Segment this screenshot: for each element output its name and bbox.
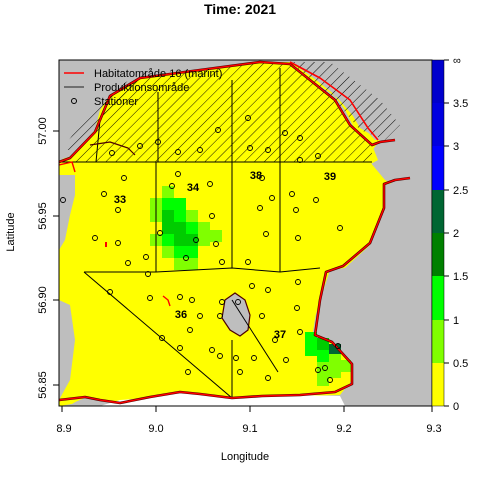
colorbar-tick-3: 1.5 bbox=[453, 271, 468, 283]
colorbar-tick-7: 3.5 bbox=[453, 98, 468, 110]
production-area-northeast-hatch bbox=[290, 62, 400, 140]
habitat-boundary bbox=[59, 60, 411, 405]
colorbar-tick-2: 1 bbox=[453, 315, 459, 327]
y-axis: 56.85 56.90 56.95 57.00 Latitude bbox=[5, 117, 59, 399]
legend-symbol-stations bbox=[71, 98, 77, 104]
colorbar-tick-4: 2 bbox=[453, 228, 459, 240]
colorbar-tick-5: 2.5 bbox=[453, 185, 468, 197]
x-axis-label: Longitude bbox=[221, 451, 269, 463]
zone-label-39: 39 bbox=[324, 171, 336, 183]
zone-label-37: 37 bbox=[274, 329, 286, 341]
x-tick-4: 9.3 bbox=[426, 423, 441, 435]
x-tick-1: 9.0 bbox=[148, 423, 163, 435]
production-area-northwest-hatch bbox=[62, 70, 150, 150]
colorbar-tick-8: ∞ bbox=[453, 55, 461, 67]
production-area-boundaries bbox=[62, 68, 372, 399]
zone-label-34: 34 bbox=[187, 182, 200, 194]
land-west-low bbox=[59, 300, 75, 400]
map-title: Time: 2021 bbox=[204, 1, 276, 17]
x-tick-0: 8.9 bbox=[56, 423, 71, 435]
x-tick-2: 9.1 bbox=[242, 423, 257, 435]
y-tick-3: 57.00 bbox=[37, 117, 49, 145]
production-area-north bbox=[70, 62, 372, 162]
land-west-top bbox=[59, 60, 140, 160]
colorbar: 0 0.5 1 1.5 2 2.5 3 3.5 ∞ bbox=[431, 55, 468, 413]
colorbar-tick-1: 0.5 bbox=[453, 358, 468, 370]
y-axis-label: Latitude bbox=[5, 212, 17, 251]
x-axis: 8.9 9.0 9.1 9.2 9.3 Longitude bbox=[56, 406, 442, 463]
colorbar-tick-6: 3 bbox=[453, 141, 459, 153]
green-cells-zone-34 bbox=[150, 186, 222, 270]
colorbar-tick-0: 0 bbox=[453, 401, 459, 413]
x-tick-3: 9.2 bbox=[336, 423, 351, 435]
y-tick-0: 56.85 bbox=[37, 371, 49, 399]
map-plot-area: 33 34 36 37 38 39 bbox=[59, 60, 432, 406]
legend-label-stations: Stationer bbox=[94, 96, 138, 108]
stations bbox=[60, 115, 343, 383]
y-tick-1: 56.90 bbox=[37, 286, 49, 314]
island bbox=[221, 292, 251, 337]
land-west-mid bbox=[59, 175, 75, 250]
legend-label-production: Produktionsområde bbox=[94, 82, 189, 94]
zone-label-38: 38 bbox=[250, 170, 262, 182]
zone-label-33: 33 bbox=[114, 194, 126, 206]
zone-labels: 33 34 36 37 38 39 bbox=[114, 170, 336, 341]
zone-label-36: 36 bbox=[175, 309, 187, 321]
legend: Habitatområde 16 (marint) Produktionsomr… bbox=[64, 68, 222, 108]
legend-label-habitat: Habitatområde 16 (marint) bbox=[94, 68, 222, 80]
y-tick-2: 56.95 bbox=[37, 202, 49, 230]
green-cells-zone-37 bbox=[305, 332, 351, 386]
